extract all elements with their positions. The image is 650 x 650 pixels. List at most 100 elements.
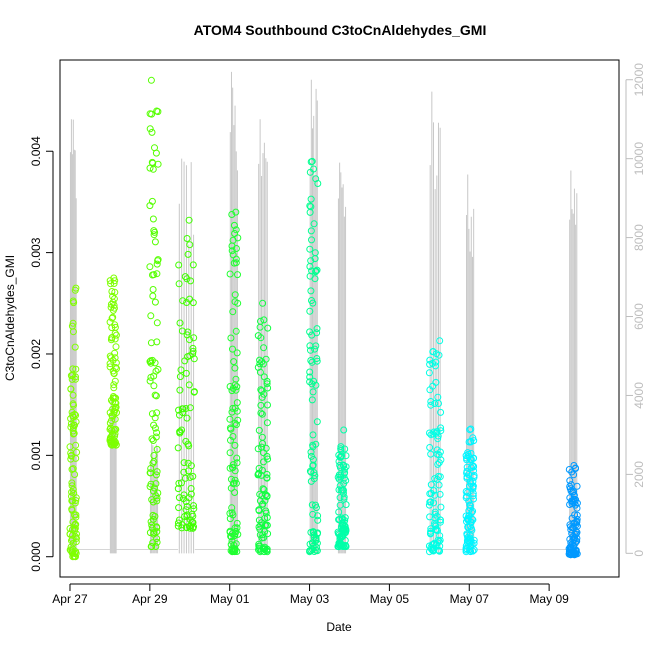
data-point: [463, 515, 471, 523]
data-point: [260, 316, 268, 324]
data-point: [257, 317, 264, 325]
data-point: [312, 268, 320, 276]
data-point: [263, 377, 271, 385]
data-point: [109, 393, 117, 400]
data-point: [427, 401, 435, 409]
data-point: [146, 529, 154, 537]
data-point: [110, 426, 118, 434]
y-right-tick-label: 2000: [632, 461, 646, 488]
data-point: [233, 454, 241, 462]
data-point: [181, 273, 189, 281]
data-point: [109, 306, 117, 314]
data-point: [312, 381, 320, 389]
x-axis-label: Date: [326, 620, 352, 634]
data-point: [230, 221, 238, 229]
data-point: [426, 356, 434, 364]
data-point: [462, 542, 470, 550]
data-point: [112, 343, 120, 351]
data-point: [233, 519, 241, 527]
data-point: [258, 393, 266, 401]
data-point: [341, 465, 348, 473]
data-point: [470, 473, 478, 481]
data-point: [427, 450, 435, 458]
data-point: [306, 378, 314, 386]
data-point: [434, 435, 442, 443]
data-point: [425, 369, 433, 377]
data-point: [306, 263, 314, 270]
data-point: [146, 483, 154, 491]
y-right-tick-label: 4000: [632, 382, 646, 409]
data-point: [259, 299, 267, 307]
data-point: [182, 405, 190, 412]
data-point: [183, 235, 191, 242]
data-point: [147, 518, 155, 526]
data-point: [189, 350, 197, 358]
data-point: [263, 452, 271, 460]
data-point: [73, 534, 80, 542]
data-point: [110, 381, 118, 389]
data-point: [463, 454, 471, 462]
data-point: [256, 368, 264, 376]
data-point: [254, 445, 262, 453]
data-point: [310, 165, 318, 173]
data-point: [148, 524, 156, 532]
data-point: [314, 529, 322, 537]
data-point: [313, 543, 320, 551]
data-point: [154, 366, 162, 373]
data-point: [309, 462, 317, 470]
data-point: [154, 256, 162, 264]
data-point: [186, 241, 194, 249]
data-point: [147, 373, 155, 381]
data-point: [313, 355, 321, 362]
data-point: [314, 516, 322, 524]
data-point: [309, 431, 317, 439]
data-point: [256, 490, 264, 498]
data-point: [433, 541, 440, 549]
data-point: [174, 519, 182, 527]
data-point: [229, 384, 237, 392]
data-point: [308, 297, 315, 304]
x-tick-label: May 01: [210, 592, 250, 606]
data-point: [229, 480, 237, 488]
data-point: [232, 479, 240, 487]
data-point: [110, 280, 118, 287]
data-point: [307, 287, 315, 295]
data-point: [467, 437, 475, 445]
data-point: [309, 510, 317, 518]
data-point: [108, 288, 116, 295]
data-point: [179, 297, 187, 305]
data-point: [185, 216, 193, 224]
data-point: [153, 319, 161, 327]
data-point: [427, 489, 435, 497]
data-point: [189, 261, 197, 269]
data-point: [463, 530, 471, 538]
data-point: [153, 409, 161, 417]
data-point: [151, 391, 159, 399]
data-point: [149, 215, 157, 223]
data-point: [263, 493, 271, 501]
data-point: [107, 396, 115, 404]
data-point: [182, 506, 190, 514]
data-point: [185, 381, 193, 389]
data-point: [176, 411, 183, 419]
data-point: [259, 449, 267, 457]
data-point: [309, 456, 317, 463]
data-point: [153, 270, 161, 278]
data-point: [227, 532, 235, 540]
data-point: [153, 523, 161, 531]
data-point: [437, 424, 445, 432]
data-point: [184, 440, 192, 448]
data-point: [258, 410, 266, 418]
data-point: [231, 524, 239, 532]
data-point: [153, 538, 161, 546]
data-point: [72, 497, 80, 504]
data-point: [426, 429, 433, 437]
data-point: [567, 551, 575, 559]
data-point: [150, 487, 157, 495]
data-point: [229, 308, 237, 316]
data-point: [229, 345, 236, 353]
data-point: [565, 550, 573, 558]
data-point: [436, 532, 444, 540]
data-point: [151, 228, 159, 236]
